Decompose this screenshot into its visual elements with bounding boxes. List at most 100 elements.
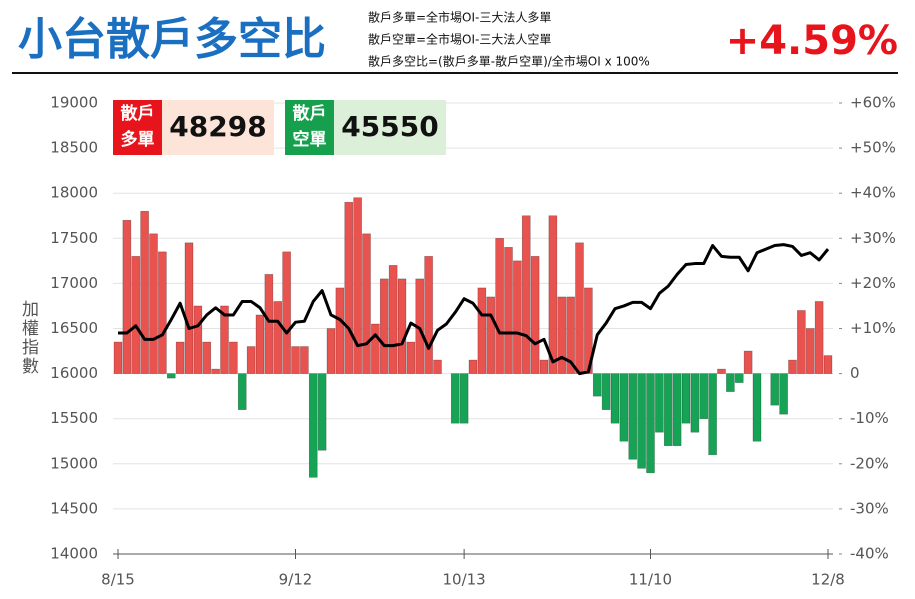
bar bbox=[379, 278, 389, 374]
bar bbox=[557, 296, 567, 374]
bar bbox=[193, 305, 203, 374]
bar bbox=[317, 373, 327, 451]
box-label-bg bbox=[285, 100, 334, 155]
bar bbox=[184, 242, 194, 374]
bar bbox=[158, 251, 167, 374]
bar bbox=[637, 373, 646, 469]
y-tick-label: 16000 bbox=[50, 364, 98, 382]
box-label: 多單 bbox=[121, 129, 155, 150]
bar bbox=[131, 256, 141, 374]
bar bbox=[122, 219, 132, 374]
bar bbox=[646, 373, 655, 474]
bar bbox=[388, 265, 398, 374]
bar bbox=[149, 233, 158, 374]
bar bbox=[211, 368, 220, 374]
y2-tick-label: +20% bbox=[850, 274, 896, 292]
bar bbox=[477, 287, 487, 374]
bar bbox=[113, 341, 123, 374]
bar bbox=[521, 215, 531, 374]
bar bbox=[264, 274, 274, 374]
bar bbox=[770, 373, 780, 406]
bar bbox=[610, 373, 620, 424]
y-tick-label: 19000 bbox=[50, 94, 98, 112]
box-value-bg bbox=[162, 100, 274, 155]
bar bbox=[592, 373, 602, 397]
y2-tick-label: -10% bbox=[850, 409, 889, 427]
bar bbox=[805, 328, 815, 374]
bar bbox=[220, 305, 229, 374]
bar bbox=[397, 278, 407, 374]
bar bbox=[619, 373, 629, 442]
bar bbox=[672, 373, 682, 447]
bar bbox=[468, 359, 478, 374]
bar bbox=[273, 301, 283, 374]
bar bbox=[246, 346, 256, 374]
bar bbox=[362, 233, 371, 374]
y-tick-label: 17000 bbox=[50, 274, 98, 292]
bar bbox=[539, 359, 549, 374]
y-tick-label: 15500 bbox=[50, 409, 98, 427]
y-tick-label: 14000 bbox=[50, 545, 98, 563]
bar bbox=[734, 373, 744, 383]
y2-tick-label: +10% bbox=[850, 319, 896, 337]
y-tick-label: 17500 bbox=[50, 229, 98, 247]
y-tick-label: 18000 bbox=[50, 184, 98, 202]
bar bbox=[371, 323, 380, 374]
bar bbox=[681, 373, 691, 424]
bar bbox=[282, 251, 291, 374]
box-value: 45550 bbox=[341, 110, 438, 143]
bar bbox=[566, 296, 575, 374]
bar bbox=[513, 260, 522, 374]
bar bbox=[797, 310, 806, 374]
x-tick-label: 12/8 bbox=[811, 571, 845, 589]
bar bbox=[202, 341, 212, 374]
y-tick-label: 18500 bbox=[50, 139, 98, 157]
bar bbox=[690, 373, 700, 433]
bar bbox=[166, 373, 176, 379]
bar bbox=[655, 373, 664, 433]
bar bbox=[308, 373, 318, 478]
y2-tick-label: +40% bbox=[850, 184, 896, 202]
bar bbox=[433, 359, 442, 374]
box-label: 空單 bbox=[293, 129, 327, 150]
bar bbox=[530, 256, 540, 374]
box-label: 散戶 bbox=[121, 103, 155, 124]
bar bbox=[424, 256, 433, 374]
y2-tick-label: +30% bbox=[850, 229, 896, 247]
bar bbox=[353, 197, 362, 374]
bar bbox=[486, 296, 496, 374]
bar bbox=[459, 373, 469, 424]
y2-tick-label: -20% bbox=[850, 454, 889, 472]
x-tick-label: 8/15 bbox=[101, 571, 135, 589]
title: 小台散戶多空比 bbox=[18, 14, 326, 65]
box-value-bg bbox=[334, 100, 446, 155]
y2-tick-label: 0 bbox=[850, 364, 860, 382]
index-line bbox=[118, 243, 830, 376]
y2-tick-label: +60% bbox=[850, 94, 896, 112]
bar bbox=[575, 242, 584, 374]
bar bbox=[140, 210, 149, 374]
y2-tick-label: +50% bbox=[850, 139, 896, 157]
change: +4.59% bbox=[726, 18, 898, 64]
formula: 散戶空單=全市場OI-三大法人空單 bbox=[368, 32, 551, 47]
formula: 散戶多單=全市場OI-三大法人多單 bbox=[368, 10, 551, 25]
bar bbox=[584, 287, 593, 374]
bar bbox=[326, 328, 336, 374]
box-value: 48298 bbox=[169, 110, 266, 143]
bar bbox=[229, 341, 238, 374]
bar bbox=[823, 355, 833, 374]
bar bbox=[175, 341, 185, 374]
box-label: 散戶 bbox=[293, 103, 327, 124]
bar bbox=[814, 301, 824, 374]
bar bbox=[495, 238, 504, 374]
bar bbox=[291, 346, 300, 374]
bar bbox=[699, 373, 709, 420]
y-axis-label: 加權指數 bbox=[18, 300, 38, 376]
bar bbox=[504, 247, 513, 374]
box-label-bg bbox=[113, 100, 162, 155]
bar bbox=[788, 359, 797, 374]
bar bbox=[450, 373, 460, 424]
bar bbox=[601, 373, 611, 410]
bar bbox=[726, 373, 735, 392]
